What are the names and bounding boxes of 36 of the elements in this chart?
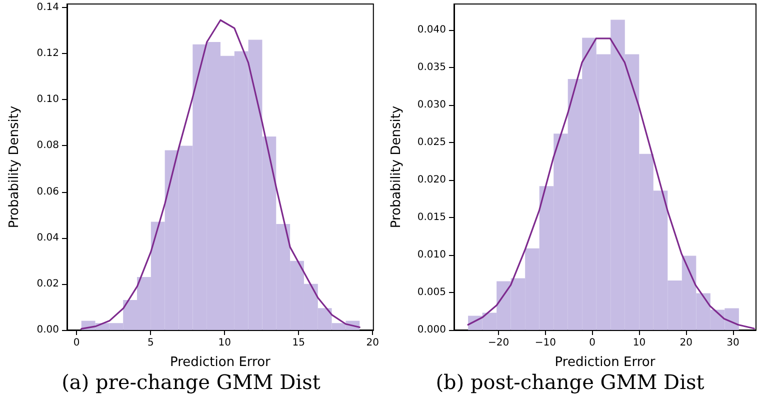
y-tick-label: 0.005: [417, 287, 446, 298]
y-tick-label: 0.14: [36, 2, 59, 13]
y-tick-label: 0.000: [417, 324, 446, 336]
line-series: [467, 38, 755, 330]
y-tick-label: 0.010: [417, 250, 446, 261]
y-tick-label: 0.04: [36, 232, 59, 244]
x-tick-label: 20: [366, 338, 380, 348]
x-tick-label: −10: [534, 338, 556, 348]
x-tick-label: 0: [73, 338, 80, 348]
x-tick-label: 0: [589, 338, 596, 348]
x-tick-label: 30: [726, 338, 740, 348]
text: (a) pre-change GMM Dist: [62, 370, 320, 394]
y-axis-title: Probability Density: [389, 106, 404, 228]
x-tick-label: 10: [218, 338, 232, 348]
y-tick-label: 0.10: [36, 94, 59, 106]
y-tick-label: 0.00: [36, 324, 59, 336]
x-tick-label: 20: [680, 338, 692, 348]
y-tick-label: 0.040: [417, 24, 446, 36]
x-tick-label: 15: [292, 338, 306, 348]
y-tick-label: 0.015: [417, 212, 446, 224]
x-axis-title: Prediction Error: [554, 355, 656, 370]
y-tick-label: 0.035: [417, 62, 446, 74]
text: (b) post-change GMM Dist: [436, 370, 704, 394]
x-axis-title: Prediction Error: [170, 355, 272, 370]
y-tick-label: 0.025: [417, 137, 446, 148]
x-tick-label: 10: [632, 338, 646, 348]
line-series: [80, 19, 360, 330]
y-axis-title: Probability Density: [7, 106, 22, 228]
y-tick-label: 0.08: [36, 140, 59, 152]
y-tick-label: 0.06: [36, 186, 59, 198]
y-tick-label: 0.02: [36, 278, 59, 290]
x-tick-label: 5: [147, 338, 154, 348]
y-tick-label: 0.12: [36, 48, 59, 60]
y-tick-label: 0.030: [417, 100, 446, 111]
x-tick-label: −20: [488, 338, 510, 348]
y-tick-label: 0.020: [417, 174, 446, 186]
